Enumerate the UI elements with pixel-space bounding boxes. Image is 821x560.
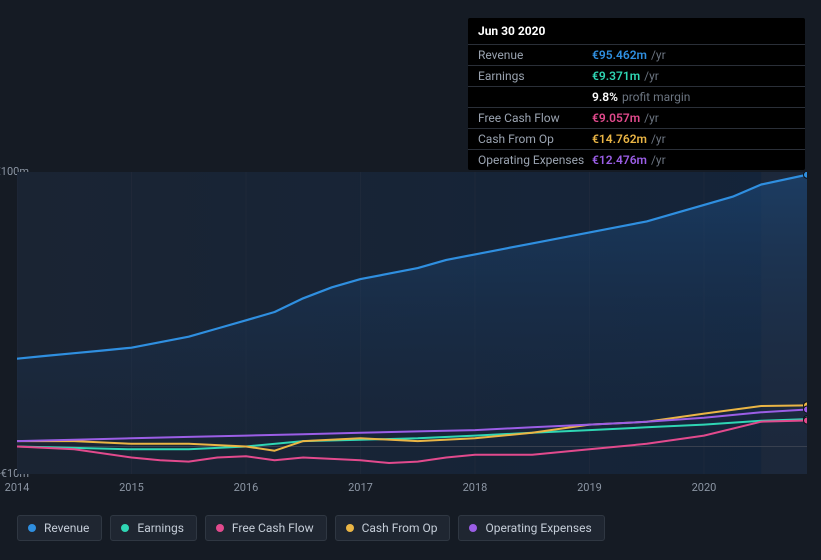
chart-legend: Revenue Earnings Free Cash Flow Cash From O… [17,515,605,541]
x-axis-label: 2014 [5,481,30,494]
tooltip-date: Jun 30 2020 [468,18,805,45]
tooltip-row-suffix: /yr [644,111,659,125]
tooltip-row-label: Operating Expenses [478,153,592,167]
x-axis-label: 2016 [234,481,259,494]
tooltip-row-value: €95.462m [592,48,647,62]
legend-label: Cash From Op [362,521,438,535]
financials-chart[interactable] [17,172,807,474]
tooltip-row-label: Revenue [478,48,592,62]
tooltip-sub-text: profit margin [622,90,690,104]
legend-item[interactable]: Revenue [17,515,102,541]
legend-label: Operating Expenses [485,521,591,535]
tooltip-row: Free Cash Flow€9.057m/yr [468,108,805,129]
x-axis-label: 2019 [577,481,602,494]
legend-dot-icon [28,524,36,532]
legend-dot-icon [121,524,129,532]
legend-item[interactable]: Earnings [110,515,197,541]
x-axis-label: 2017 [348,481,373,494]
tooltip-row-suffix: /yr [651,153,666,167]
tooltip-row-suffix: /yr [651,48,666,62]
legend-label: Earnings [137,521,184,535]
tooltip-row: Cash From Op€14.762m/yr [468,129,805,150]
tooltip-row: Operating Expenses€12.476m/yr [468,150,805,170]
tooltip-row-value: €12.476m [592,153,647,167]
tooltip-row-value: €9.371m [592,69,640,83]
tooltip-row-suffix: /yr [644,69,659,83]
x-axis-label: 2015 [119,481,144,494]
chart-tooltip: Jun 30 2020 Revenue€95.462m/yrEarnings€9… [468,18,805,170]
tooltip-row: Earnings€9.371m/yr [468,66,805,87]
tooltip-row: Revenue€95.462m/yr [468,45,805,66]
legend-label: Revenue [44,521,89,535]
tooltip-row-label: Free Cash Flow [478,111,592,125]
tooltip-row-value: €9.057m [592,111,640,125]
legend-item[interactable]: Free Cash Flow [205,515,327,541]
tooltip-row-suffix: /yr [651,132,666,146]
tooltip-row-label: Cash From Op [478,132,592,146]
legend-item[interactable]: Operating Expenses [458,515,604,541]
legend-label: Free Cash Flow [232,521,314,535]
tooltip-row-label: Earnings [478,69,592,83]
legend-dot-icon [216,524,224,532]
x-axis: 2014201520162017201820192020 [17,481,807,501]
legend-dot-icon [469,524,477,532]
tooltip-sub-value: 9.8% [592,90,618,104]
legend-item[interactable]: Cash From Op [335,515,451,541]
x-axis-label: 2020 [692,481,717,494]
tooltip-subrow: 9.8% profit margin [468,87,805,108]
tooltip-row-value: €14.762m [592,132,647,146]
x-axis-label: 2018 [463,481,488,494]
legend-dot-icon [346,524,354,532]
